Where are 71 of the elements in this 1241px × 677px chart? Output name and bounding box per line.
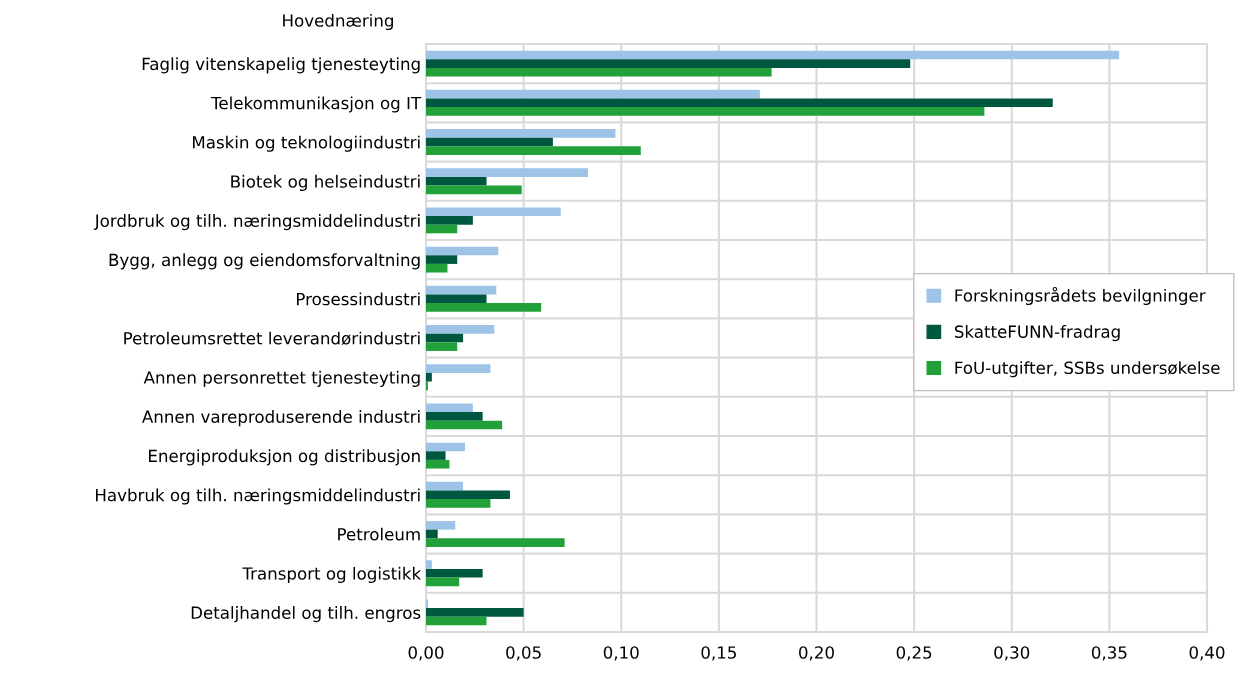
y-tick-label: Petroleum	[338, 527, 420, 541]
bar	[426, 333, 464, 343]
x-tick-label: 0,20	[799, 646, 834, 661]
bar	[426, 146, 641, 155]
bar	[426, 403, 473, 413]
y-tick-label: Energiproduksjon og distribusjon	[149, 449, 420, 466]
bar	[426, 185, 522, 195]
x-tick-label: 0,25	[896, 646, 932, 661]
bar	[426, 89, 760, 99]
bar	[426, 412, 483, 421]
bar	[426, 442, 466, 452]
y-tick-label: Havbruk og tilh. næringsmiddelindustri	[96, 488, 420, 505]
bar	[426, 207, 561, 217]
bar	[426, 499, 491, 508]
bar	[426, 129, 616, 138]
bar	[426, 294, 487, 304]
bar	[426, 285, 497, 295]
legend-label: Forskningsrådets bevilgninger	[955, 286, 1206, 306]
bar	[426, 560, 432, 569]
bar	[426, 616, 487, 626]
bar	[426, 568, 483, 578]
bar	[426, 459, 450, 469]
x-tick-label: 0,10	[603, 646, 639, 661]
y-axis-title: Hovednæring	[283, 13, 393, 31]
bar	[426, 538, 565, 547]
y-tick-label: Detaljhandel og tilh. engros	[191, 606, 421, 623]
bar	[426, 59, 911, 68]
y-tick-label: Prosessindustri	[297, 292, 420, 306]
bar	[426, 529, 438, 539]
x-tick-label: 0,05	[506, 646, 541, 661]
bar	[426, 137, 553, 147]
bar	[426, 490, 510, 500]
bar	[426, 342, 458, 351]
bar	[426, 263, 448, 273]
bar	[426, 364, 491, 373]
bar	[426, 577, 460, 587]
y-tick-label: Transport og logistikk	[242, 566, 422, 583]
y-tick-label: Biotek og helseindustri	[231, 174, 420, 191]
legend-label: SkatteFUNN-fradrag	[954, 325, 1120, 342]
bar	[426, 325, 495, 334]
bar	[426, 521, 456, 530]
x-tick-label: 0,30	[994, 646, 1030, 661]
bar	[426, 420, 503, 430]
bar	[426, 50, 1120, 60]
bar	[426, 481, 464, 491]
bar	[426, 67, 772, 77]
legend-label: FoU-utgifter, SSBs undersøkelse	[955, 361, 1220, 378]
bar	[426, 608, 524, 617]
y-tick-label: Telekommunikasjon og IT	[211, 96, 422, 113]
y-tick-label: Jordbruk og tilh. næringsmiddelindustri	[93, 214, 420, 231]
y-tick-label: Annen vareproduserende industri	[142, 410, 420, 427]
bar	[426, 168, 589, 177]
x-tick-label: 0,15	[701, 646, 736, 661]
x-tick-label: 0,00	[408, 646, 444, 661]
bar	[426, 451, 446, 460]
bar	[426, 98, 1053, 108]
bar	[426, 372, 432, 382]
bar	[426, 107, 985, 116]
y-tick-label: Petroleumsrettet leverandørindustri	[124, 331, 420, 346]
x-tick-label: 0,35	[1091, 646, 1127, 661]
bar	[426, 255, 458, 264]
bar	[426, 216, 473, 225]
bar	[426, 176, 487, 186]
y-tick-label: Annen personrettet tjenesteyting	[143, 370, 420, 387]
y-tick-label: Faglig vitenskapelig tjenesteyting	[142, 57, 420, 74]
x-tick-label: 0,40	[1189, 646, 1225, 661]
bar	[426, 246, 499, 256]
bar	[426, 224, 458, 234]
y-tick-label: Bygg, anlegg og eiendomsforvaltning	[109, 253, 420, 270]
bar	[426, 303, 542, 312]
y-tick-label: Maskin og teknologiindustri	[193, 135, 420, 152]
